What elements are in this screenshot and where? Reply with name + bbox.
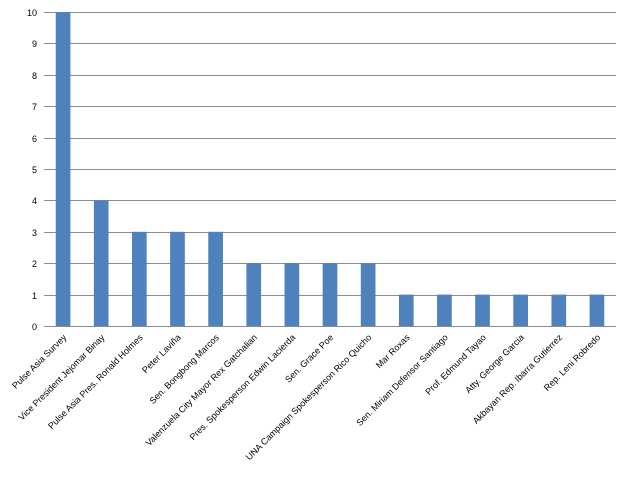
x-category-label: Sen. Bongbong Marcos	[147, 332, 221, 406]
bar-3	[170, 231, 185, 326]
bar-4	[208, 231, 223, 326]
bar-12	[513, 294, 529, 326]
bar-14	[589, 294, 605, 326]
y-tick-label: 3	[32, 228, 37, 238]
bar-13	[551, 294, 567, 326]
y-tick-label: 4	[32, 196, 37, 206]
bar-2	[131, 231, 147, 326]
bar-0	[55, 12, 71, 326]
bars	[55, 12, 605, 326]
x-category-label: Mar Roxas	[374, 332, 412, 370]
y-tick-label: 10	[27, 8, 37, 18]
bar-8	[360, 263, 376, 326]
bar-1	[93, 200, 109, 326]
y-tick-label: 1	[32, 291, 37, 301]
bar-9	[398, 294, 414, 326]
y-tick-label: 9	[32, 39, 37, 49]
bar-11	[475, 294, 490, 326]
y-tick-label: 8	[32, 71, 37, 81]
y-axis-ticks: 0 1 2 3 4 5 6 7 8 9 10	[27, 8, 37, 332]
y-tick-label: 7	[32, 102, 37, 112]
bar-7	[322, 263, 338, 326]
y-tick-label: 0	[32, 322, 37, 332]
y-tick-label: 2	[32, 259, 37, 269]
y-tick-label: 5	[32, 165, 37, 175]
bar-5	[246, 263, 262, 326]
y-tick-label: 6	[32, 134, 37, 144]
bar-10	[437, 294, 452, 326]
bar-6	[284, 263, 300, 326]
